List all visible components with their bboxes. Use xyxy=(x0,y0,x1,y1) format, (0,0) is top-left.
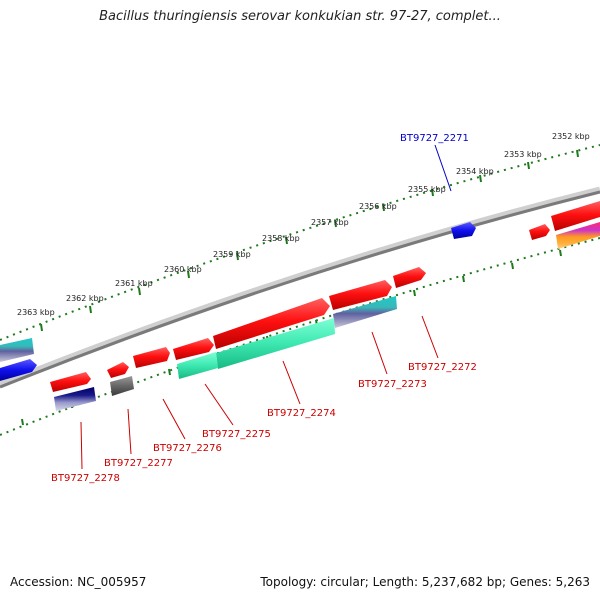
tick-label: 2354 kbp xyxy=(456,167,494,176)
cds-band xyxy=(333,296,397,328)
label-leaders xyxy=(80,144,452,470)
tick-label: 2363 kbp xyxy=(17,308,55,317)
gene-features xyxy=(0,201,600,411)
tick-label: 2352 kbp xyxy=(552,132,590,141)
gene-label-bt9727-2273: BT9727_2273 xyxy=(358,379,427,390)
gene-arrow xyxy=(329,280,392,310)
gene-arrow xyxy=(451,222,476,239)
gene-arrow xyxy=(133,347,170,368)
tick-label: 2353 kbp xyxy=(504,150,542,159)
cds-band xyxy=(110,376,134,396)
genome-backbone xyxy=(0,186,600,389)
cds-band xyxy=(177,352,218,379)
cds-band xyxy=(0,338,34,362)
tick-label: 2362 kbp xyxy=(66,294,104,303)
gene-arrow xyxy=(213,298,330,349)
gene-arrow xyxy=(50,372,91,392)
gene-arrow xyxy=(529,224,550,240)
accession-label: Accession: NC_005957 xyxy=(10,575,147,589)
tick-label: 2356 kbp xyxy=(359,202,397,211)
gene-labels: BT9727_2271 BT9727_2272 BT9727_2273 BT97… xyxy=(51,133,477,484)
gene-label-bt9727-2276: BT9727_2276 xyxy=(153,443,222,454)
cds-band xyxy=(54,387,96,411)
gene-label-bt9727-2274: BT9727_2274 xyxy=(267,408,336,419)
tick-label: 2361 kbp xyxy=(115,279,153,288)
tick-label: 2355 kbp xyxy=(408,185,446,194)
gene-label-bt9727-2277: BT9727_2277 xyxy=(104,458,173,469)
tick-label: 2360 kbp xyxy=(164,265,202,274)
genome-backbone-shade xyxy=(0,190,600,389)
cds-band xyxy=(556,222,600,249)
gene-arrow xyxy=(393,267,426,288)
tick-label: 2357 kbp xyxy=(311,218,349,227)
gene-label-bt9727-2271: BT9727_2271 xyxy=(400,133,469,144)
gene-label-bt9727-2275: BT9727_2275 xyxy=(202,429,271,440)
tick-labels: 2352 kbp 2353 kbp 2354 kbp 2355 kbp 2356… xyxy=(17,132,590,317)
gene-label-bt9727-2278: BT9727_2278 xyxy=(51,473,120,484)
outer-major-ticks xyxy=(40,149,579,332)
cds-band xyxy=(216,318,335,369)
tick-label: 2359 kbp xyxy=(213,250,251,259)
map-title: Bacillus thuringiensis serovar konkukian… xyxy=(99,9,501,24)
tick-label: 2358 kbp xyxy=(262,234,300,243)
gene-label-bt9727-2272: BT9727_2272 xyxy=(408,362,477,373)
gene-arrow xyxy=(107,362,129,378)
topology-summary: Topology: circular; Length: 5,237,682 bp… xyxy=(260,575,590,589)
gene-arrow xyxy=(0,359,37,381)
gene-arrow xyxy=(173,338,214,360)
gene-arrow xyxy=(551,201,600,231)
